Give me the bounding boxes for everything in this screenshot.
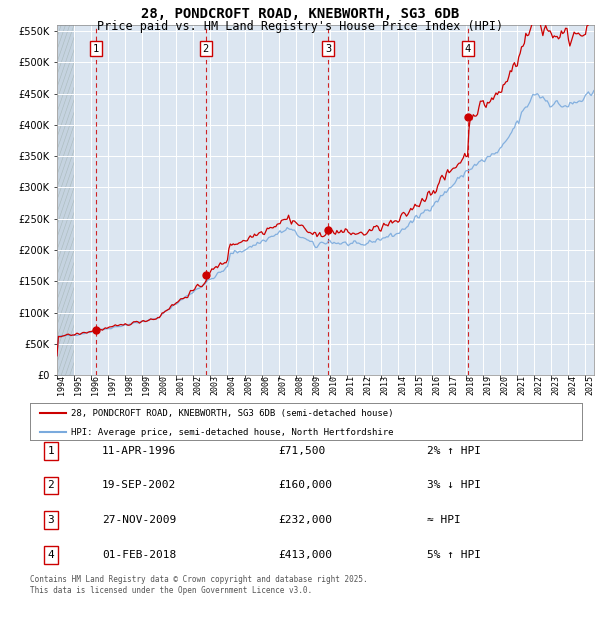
- Text: 11-APR-1996: 11-APR-1996: [102, 446, 176, 456]
- Text: £71,500: £71,500: [278, 446, 326, 456]
- Text: 1996: 1996: [91, 375, 100, 395]
- Text: 1: 1: [93, 43, 99, 53]
- Text: 4: 4: [47, 550, 55, 560]
- Text: 19-SEP-2002: 19-SEP-2002: [102, 480, 176, 490]
- Text: 2012: 2012: [364, 375, 373, 395]
- Text: 1994: 1994: [57, 375, 66, 395]
- Text: 2% ↑ HPI: 2% ↑ HPI: [427, 446, 481, 456]
- Text: 01-FEB-2018: 01-FEB-2018: [102, 550, 176, 560]
- Text: 2013: 2013: [381, 375, 390, 395]
- Text: 2024: 2024: [568, 375, 577, 395]
- Text: 28, PONDCROFT ROAD, KNEBWORTH, SG3 6DB: 28, PONDCROFT ROAD, KNEBWORTH, SG3 6DB: [141, 7, 459, 22]
- Text: 2000: 2000: [159, 375, 168, 395]
- Text: 2004: 2004: [227, 375, 236, 395]
- Text: Price paid vs. HM Land Registry's House Price Index (HPI): Price paid vs. HM Land Registry's House …: [97, 20, 503, 33]
- Text: 28, PONDCROFT ROAD, KNEBWORTH, SG3 6DB (semi-detached house): 28, PONDCROFT ROAD, KNEBWORTH, SG3 6DB (…: [71, 409, 394, 418]
- Text: 2023: 2023: [551, 375, 560, 395]
- Text: 2011: 2011: [347, 375, 356, 395]
- Text: 2022: 2022: [535, 375, 544, 395]
- Text: 1: 1: [47, 446, 55, 456]
- Text: 2: 2: [47, 480, 55, 490]
- Text: 2018: 2018: [466, 375, 475, 395]
- Text: 2002: 2002: [193, 375, 202, 395]
- Text: 2003: 2003: [211, 375, 220, 395]
- Text: 4: 4: [464, 43, 471, 53]
- Text: 2008: 2008: [296, 375, 305, 395]
- Text: 3: 3: [325, 43, 331, 53]
- Text: 2010: 2010: [330, 375, 339, 395]
- Text: 2017: 2017: [449, 375, 458, 395]
- Text: £413,000: £413,000: [278, 550, 332, 560]
- Text: 3: 3: [47, 515, 55, 525]
- Text: HPI: Average price, semi-detached house, North Hertfordshire: HPI: Average price, semi-detached house,…: [71, 428, 394, 436]
- Text: 2006: 2006: [262, 375, 271, 395]
- Text: 2001: 2001: [176, 375, 185, 395]
- Text: 2019: 2019: [483, 375, 492, 395]
- Text: 2014: 2014: [398, 375, 407, 395]
- Text: 1997: 1997: [108, 375, 117, 395]
- Text: 5% ↑ HPI: 5% ↑ HPI: [427, 550, 481, 560]
- Text: 2025: 2025: [586, 375, 595, 395]
- Text: 2005: 2005: [245, 375, 254, 395]
- Text: ≈ HPI: ≈ HPI: [427, 515, 461, 525]
- Text: £160,000: £160,000: [278, 480, 332, 490]
- Text: 1995: 1995: [74, 375, 83, 395]
- Text: 3% ↓ HPI: 3% ↓ HPI: [427, 480, 481, 490]
- Text: 1999: 1999: [142, 375, 151, 395]
- Text: 2: 2: [203, 43, 209, 53]
- Text: 2016: 2016: [432, 375, 441, 395]
- Text: 2007: 2007: [278, 375, 287, 395]
- Text: 1998: 1998: [125, 375, 134, 395]
- Text: 2009: 2009: [313, 375, 322, 395]
- Text: 2021: 2021: [517, 375, 526, 395]
- Text: 27-NOV-2009: 27-NOV-2009: [102, 515, 176, 525]
- Text: 2015: 2015: [415, 375, 424, 395]
- Text: £232,000: £232,000: [278, 515, 332, 525]
- Text: 2020: 2020: [500, 375, 509, 395]
- Text: Contains HM Land Registry data © Crown copyright and database right 2025.
This d: Contains HM Land Registry data © Crown c…: [30, 575, 368, 595]
